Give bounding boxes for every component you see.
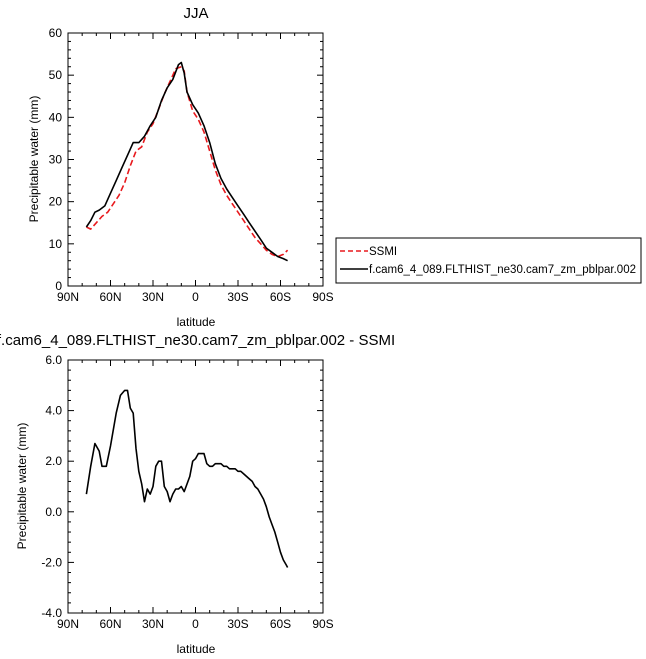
series-line-ssmi (86, 65, 289, 258)
x-tick-label: 60N (99, 290, 121, 304)
y-tick-label: 50 (49, 68, 63, 82)
chart-title: f.cam6_4_089.FLTHIST_ne30.cam7_zm_pblpar… (0, 332, 395, 349)
y-tick-label: 2.0 (45, 454, 62, 468)
y-axis-label: Precipitable water (mm) (15, 423, 29, 550)
x-tick-label: 30S (227, 290, 248, 304)
x-tick-label: 30N (142, 290, 164, 304)
panel-difference: f.cam6_4_089.FLTHIST_ne30.cam7_zm_pblpar… (0, 332, 395, 656)
y-tick-label: -4.0 (41, 606, 62, 620)
y-tick-label: 4.0 (45, 404, 62, 418)
y-tick-label: 20 (49, 195, 63, 209)
x-tick-label: 90S (312, 617, 333, 631)
legend-label-ssmi: SSMI (369, 246, 397, 258)
x-tick-label: 30N (142, 617, 164, 631)
y-axis-label: Precipitable water (mm) (27, 96, 41, 223)
x-axis-label: latitude (177, 315, 216, 329)
x-tick-label: 0 (192, 617, 199, 631)
panel-climatology: JJA Precipitable water (mm) latitude 90N… (27, 5, 642, 329)
x-tick-label: 0 (192, 290, 199, 304)
y-tick-label: 6.0 (45, 353, 62, 367)
y-tick-label: 40 (49, 110, 63, 124)
legend-box (335, 237, 642, 284)
y-tick-label: -2.0 (41, 555, 62, 569)
y-tick-label: 30 (49, 153, 63, 167)
x-tick-label: 90N (57, 617, 79, 631)
x-tick-label: 30S (227, 617, 248, 631)
y-tick-label: 60 (49, 26, 63, 40)
x-tick-label: 60S (270, 617, 291, 631)
legend-label-model: f.cam6_4_089.FLTHIST_ne30.cam7_zm_pblpar… (369, 264, 636, 276)
y-tick-label: 10 (49, 237, 63, 251)
x-tick-label: 60N (99, 617, 121, 631)
plot-area: 90N 60N 30N 0 30S 60S 90S -4.0 -2.0 0.0 2.0 4.0 6.0 (41, 353, 333, 631)
series-line-model (85, 61, 288, 262)
x-tick-label: 60S (270, 290, 291, 304)
x-axis-label: latitude (177, 642, 216, 656)
plot-frame (67, 359, 324, 614)
legend: SSMI f.cam6_4_089.FLTHIST_ne30.cam7_zm_p… (335, 237, 642, 284)
plot-area: 90N 60N 30N 0 30S 60S 90S 0 10 20 30 40 50 60 (49, 26, 334, 304)
x-tick-label: 90N (57, 290, 79, 304)
series-line-difference (85, 389, 289, 568)
plot-frame (67, 32, 324, 287)
y-tick-label: 0 (55, 279, 62, 293)
chart-title: JJA (183, 5, 208, 22)
x-tick-label: 90S (312, 290, 333, 304)
y-tick-label: 0.0 (45, 505, 62, 519)
